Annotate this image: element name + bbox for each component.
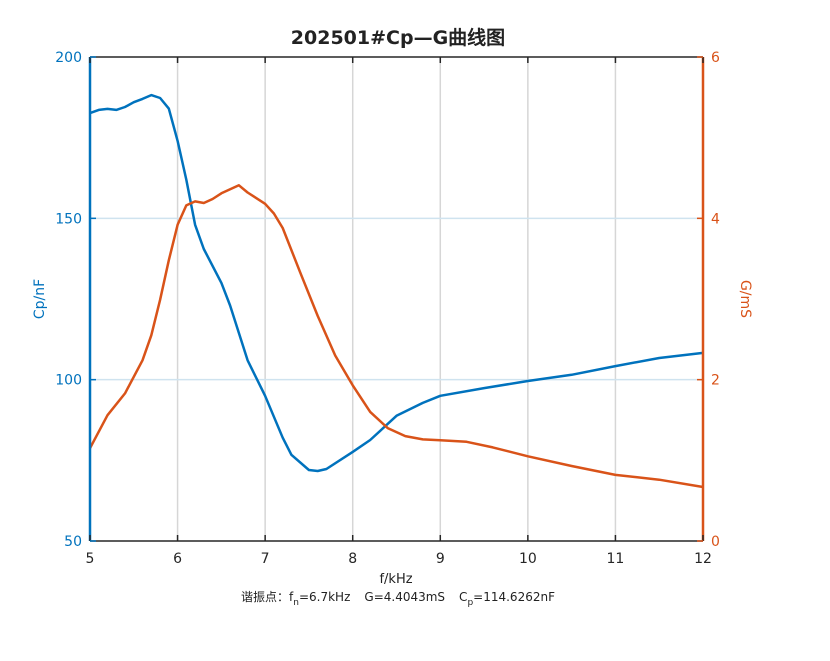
y-right-tick-label: 4 (711, 211, 720, 227)
y-left-tick-label: 200 (55, 50, 82, 66)
y-right-tick-label: 6 (711, 50, 720, 66)
fn-label: f (289, 590, 294, 604)
series-lines (88, 93, 704, 489)
x-tick-label: 5 (86, 551, 95, 567)
x-tick-label: 12 (694, 551, 712, 567)
y-axis-left-label: Cp/nF (32, 279, 48, 319)
x-tick-label: 11 (607, 551, 625, 567)
g-value: G=4.4043mS (364, 590, 445, 604)
cp-value: =114.6262nF (473, 590, 555, 604)
x-tick-label: 6 (173, 551, 182, 567)
x-tick-label: 7 (261, 551, 270, 567)
y-left-tick-label: 50 (64, 534, 82, 550)
cp-label: C (459, 590, 467, 604)
x-axis-label: f/kHz (379, 572, 412, 587)
fn-sub: n (293, 598, 299, 608)
chart-title: 202501#Cp—G曲线图 (291, 26, 505, 49)
y-right-tick-label: 2 (711, 373, 720, 389)
series-line-g (88, 184, 704, 489)
fn-value: =6.7kHz (299, 590, 350, 604)
y-left-tick-label: 100 (55, 373, 82, 389)
axes: 5 6 7 8 9 10 11 12 50 100 150 200 0 2 4 6 (55, 50, 720, 567)
x-tick-label: 10 (519, 551, 537, 567)
cp-sub: p (467, 598, 473, 608)
y-axis-right-label: G/mS (737, 280, 753, 318)
annotation-prefix: 谐振点： (241, 590, 289, 604)
series-line-cp (89, 93, 704, 473)
x-tick-label: 8 (348, 551, 357, 567)
x-tick-label: 9 (436, 551, 445, 567)
resonance-annotation: 谐振点：fn=6.7kHz G=4.4043mS Cp=114.6262nF (241, 590, 555, 608)
y-right-tick-label: 0 (711, 534, 720, 550)
grid (90, 57, 703, 541)
y-left-tick-label: 150 (55, 211, 82, 227)
